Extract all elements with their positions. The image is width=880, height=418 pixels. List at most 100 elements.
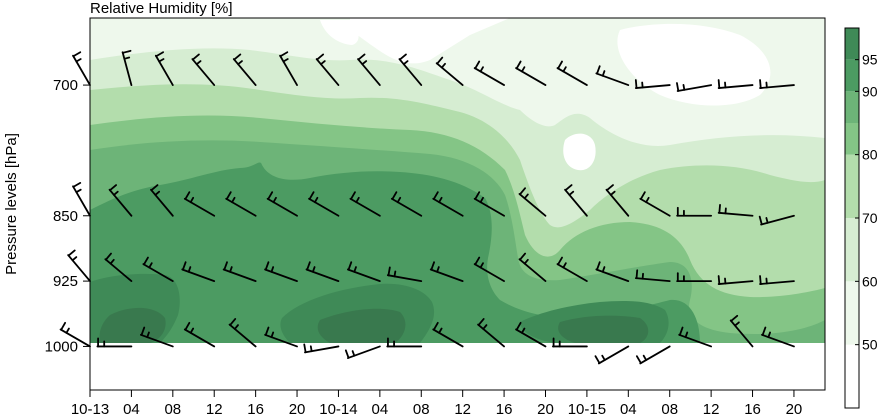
wind-barb: [729, 314, 754, 348]
wind-barb: [634, 79, 671, 89]
humidity-band-95-100: [90, 273, 669, 343]
wind-barb: [315, 53, 340, 86]
wind-barb: [759, 275, 795, 285]
wind-barb: [595, 65, 630, 86]
wind-barb: [264, 326, 298, 348]
plot-frame: [89, 17, 826, 391]
wind-barb: [564, 184, 588, 217]
wind-barb: [347, 261, 381, 283]
wind-barb: [515, 60, 547, 86]
wind-barb: [121, 49, 133, 86]
y-axis-label: Pressure levels [hPa]: [3, 133, 20, 275]
wind-barb: [518, 187, 547, 217]
chart-title: Relative Humidity [%]: [90, 0, 233, 17]
wind-barb: [154, 51, 174, 86]
wind-barb: [104, 252, 133, 283]
wind-barb: [222, 261, 257, 283]
wind-barb: [264, 261, 298, 283]
colorbar-segment: [845, 59, 859, 92]
wind-barb: [398, 53, 423, 86]
x-tick-label: 20: [537, 401, 554, 418]
colorbar-tick-label: 60: [862, 273, 878, 289]
colorbar-segment: [845, 28, 859, 60]
y-tick-label: 1000: [45, 338, 78, 355]
wind-barb: [72, 51, 91, 86]
wind-barb: [595, 261, 630, 283]
wind-barb: [432, 191, 464, 217]
x-axis: 10-13 04 08 12 16 20 10-14 04 08 12 16 20 10-15 04 08 1…: [71, 390, 802, 418]
wind-barb: [279, 51, 298, 86]
wind-barb: [676, 82, 713, 92]
x-tick-label: 12: [703, 401, 720, 418]
colorbar-segment: [845, 281, 859, 345]
x-tick-label: 12: [206, 401, 223, 418]
wind-barb: [432, 321, 464, 348]
y-tick-label: 925: [53, 273, 78, 290]
wind-barb: [473, 60, 505, 86]
wind-barb: [386, 337, 423, 348]
wind-barb: [758, 214, 795, 226]
y-tick-label: 700: [53, 77, 78, 94]
wind-barb: [552, 337, 588, 348]
wind-barb: [228, 317, 257, 348]
wind-barb: [150, 184, 174, 217]
x-tick-label: 16: [247, 401, 264, 418]
wind-barb: [108, 184, 133, 217]
wind-barb: [473, 191, 505, 217]
colorbar-tick-label: 80: [862, 147, 878, 163]
y-tick-label: 850: [53, 208, 78, 225]
colorbar-tick-label: 70: [862, 210, 878, 226]
wind-barb: [639, 191, 671, 217]
wind-barb: [390, 191, 423, 217]
wind-barb: [556, 256, 588, 283]
wind-barb: [303, 343, 340, 354]
wind-barb: [139, 326, 174, 348]
colorbar-segment: [845, 123, 859, 155]
wind-barb: [344, 345, 381, 359]
wind-barb: [232, 53, 257, 86]
wind-barb: [761, 326, 795, 348]
wind-barb: [635, 345, 671, 365]
wind-barb: [308, 191, 340, 217]
colorbar-tick-label: 90: [862, 83, 878, 99]
x-tick-label: 16: [496, 401, 513, 418]
x-tick-label: 20: [786, 401, 803, 418]
x-tick-label: 16: [744, 401, 761, 418]
wind-barb: [556, 60, 588, 86]
wind-barbs: [59, 49, 795, 365]
wind-barb: [676, 272, 713, 283]
wind-barb: [605, 184, 630, 217]
colorbar-tick-label: 50: [862, 337, 878, 353]
x-tick-label: 08: [661, 401, 678, 418]
wind-barb: [266, 191, 298, 217]
x-tick-label: 20: [289, 401, 306, 418]
wind-barb: [96, 337, 133, 348]
wind-barb: [183, 191, 216, 217]
x-tick-label: 04: [372, 401, 389, 418]
y-axis: 700 850 925 1000: [45, 77, 90, 355]
wind-barb: [518, 252, 547, 283]
plot-area: [90, 18, 825, 343]
colorbar-segment: [845, 218, 859, 282]
wind-barb: [477, 317, 505, 348]
x-tick-label: 10-14: [319, 401, 357, 418]
wind-barb: [717, 203, 754, 217]
wind-barb: [678, 326, 713, 348]
wind-barb: [67, 249, 91, 283]
wind-barb: [225, 191, 257, 217]
wind-barb: [759, 79, 795, 89]
wind-barb: [349, 191, 381, 217]
wind-barb: [676, 206, 713, 217]
wind-barb: [305, 261, 340, 283]
colorbar-segment: [845, 154, 859, 218]
x-tick-label: 12: [454, 401, 471, 418]
wind-barb: [386, 266, 423, 283]
wind-barb: [429, 261, 464, 283]
x-tick-label: 04: [620, 401, 637, 418]
wind-barb: [181, 261, 216, 283]
colorbar: 50 60 70 80 90 95: [844, 27, 878, 409]
x-tick-label: 04: [123, 401, 140, 418]
x-tick-label: 10-13: [71, 401, 109, 418]
wind-barb: [72, 182, 91, 217]
